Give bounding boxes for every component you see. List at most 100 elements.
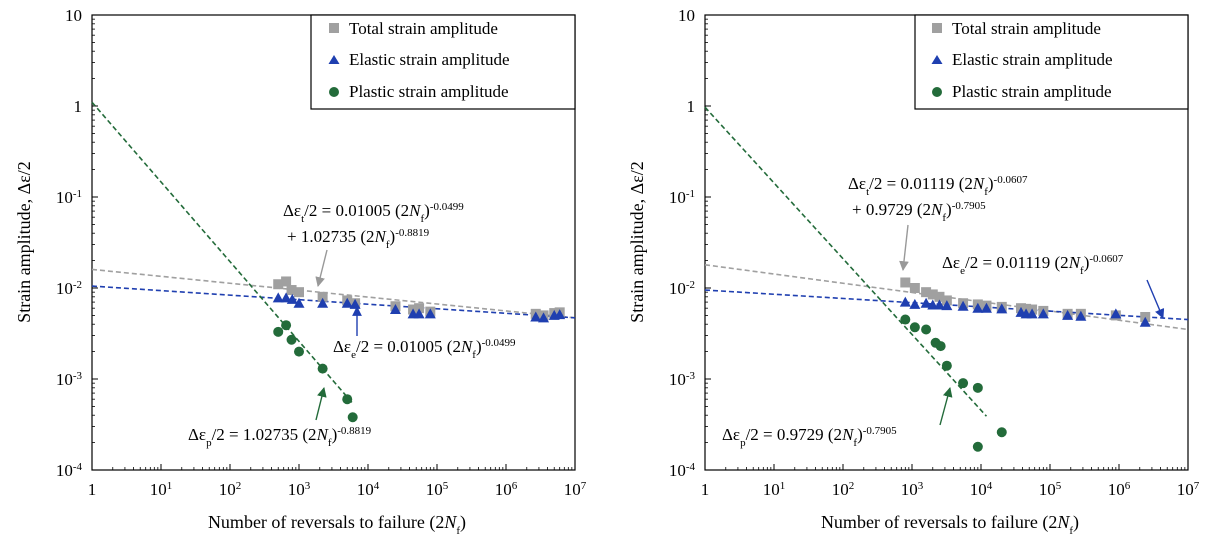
x-axis-ticks: 1 101 102 103 104 105 106 107 <box>701 464 1200 499</box>
plastic-equation-text: Δεp/2 = 0.9729 (2Nf)-0.7905 <box>722 425 897 449</box>
elastic-strain-point <box>341 297 353 308</box>
elastic-strain-point <box>909 298 921 309</box>
total-strain-point <box>294 287 304 298</box>
plastic-equation-arrow <box>315 387 327 421</box>
elastic-strain-point <box>941 300 953 311</box>
total-strain-point <box>317 291 328 302</box>
x-tick-label: 105 <box>1039 480 1062 499</box>
x-tick-label: 106 <box>495 480 518 499</box>
plastic-strain-point <box>972 441 983 452</box>
elastic-strain-point <box>272 292 284 303</box>
elastic-strain-point <box>957 300 969 311</box>
plastic-strain-point <box>921 324 932 335</box>
x-tick-label: 103 <box>288 480 311 499</box>
plastic-strain-point <box>958 378 969 389</box>
y-axis-ticks: 10-4 10-3 10-2 10-1 1 10 <box>56 6 98 480</box>
total-equation: Δεt/2 = 0.01119 (2Nf)-0.0607 + 0.9729 (2… <box>848 174 1028 271</box>
total-equation-line1: Δεt/2 = 0.01005 (2Nf)-0.0499 <box>283 201 464 225</box>
legend-marker-plastic <box>932 87 942 97</box>
total-strain-point <box>909 283 920 293</box>
x-axis-label: Number of reversals to failure (2Nf) <box>208 512 466 537</box>
y-tick-label: 1 <box>687 97 696 116</box>
legend-marker-total <box>932 23 942 33</box>
total-fit-line <box>91 268 576 319</box>
elastic-strain-point <box>530 311 542 322</box>
total-strain-point <box>900 277 911 288</box>
plastic-equation-arrow <box>939 387 953 426</box>
elastic-strain-point <box>293 297 305 308</box>
y-tick-label: 10 <box>678 6 695 25</box>
total-equation: Δεt/2 = 0.01005 (2Nf)-0.0499 + 1.02735 (… <box>283 201 464 287</box>
plastic-equation: Δεp/2 = 1.02735 (2Nf)-0.8819 <box>188 387 372 449</box>
total-equation-line1: Δεt/2 = 0.01119 (2Nf)-0.0607 <box>848 174 1028 198</box>
y-tick-label: 10 <box>65 6 82 25</box>
y-tick-label: 10-4 <box>56 461 83 480</box>
elastic-strain-point <box>920 297 932 308</box>
elastic-equation: Δεe/2 = 0.01005 (2Nf)-0.0499 <box>333 306 516 361</box>
elastic-strain-point <box>972 302 984 313</box>
x-tick-label: 1 <box>701 480 710 499</box>
total-equation-arrow <box>899 224 909 271</box>
elastic-strain-point <box>554 309 566 320</box>
y-axis-label: Strain amplitude, Δε/2 <box>14 161 34 323</box>
legend-label-plastic: Plastic strain amplitude <box>349 82 509 101</box>
y-tick-label: 10-3 <box>56 370 83 389</box>
x-tick-label: 1 <box>88 480 97 499</box>
elastic-fit-line <box>91 285 576 319</box>
x-tick-label: 104 <box>970 480 993 499</box>
x-tick-label: 102 <box>832 480 855 499</box>
total-strain-point <box>921 287 932 298</box>
x-axis-label: Number of reversals to failure (2Nf) <box>821 512 1079 537</box>
elastic-strain-point <box>996 303 1008 314</box>
elastic-strain-point <box>317 297 329 308</box>
total-equation-line2: + 1.02735 (2Nf)-0.8819 <box>287 227 430 251</box>
total-strain-point <box>281 276 292 287</box>
legend-box <box>310 14 576 110</box>
y-tick-label: 10-2 <box>669 279 695 298</box>
legend-box <box>914 14 1189 110</box>
elastic-strain-point <box>1062 309 1074 320</box>
x-tick-label: 102 <box>219 480 242 499</box>
plastic-strain-point <box>941 360 952 371</box>
y-tick-label: 1 <box>74 97 83 116</box>
x-tick-label: 106 <box>1108 480 1131 499</box>
plastic-strain-point <box>342 394 353 405</box>
elastic-strain-point <box>280 292 292 303</box>
plastic-strain-point <box>294 346 304 357</box>
y-tick-label: 10-3 <box>669 370 696 389</box>
y-tick-label: 10-1 <box>669 188 695 207</box>
elastic-strain-point <box>286 293 298 304</box>
elastic-strain-point <box>538 312 550 323</box>
x-tick-label: 104 <box>357 480 380 499</box>
y-axis-ticks: 10-4 10-3 10-2 10-1 1 10 <box>669 6 711 480</box>
total-strain-point <box>414 303 425 314</box>
right-chart-panel: 1 101 102 103 104 105 106 107 10-410-310-210-11… <box>627 6 1200 537</box>
fit-lines <box>91 101 576 404</box>
elastic-strain-point <box>424 308 436 319</box>
plastic-strain-point <box>900 314 911 325</box>
plastic-strain-point <box>935 341 946 352</box>
elastic-strain-point <box>1139 316 1151 327</box>
y-tick-label: 10-4 <box>669 461 696 480</box>
x-tick-label: 101 <box>763 480 786 499</box>
elastic-equation-arrow <box>1146 279 1165 319</box>
legend: Total strain amplitude Elastic strain am… <box>310 14 576 110</box>
plastic-strain-point <box>909 322 920 333</box>
x-tick-label: 101 <box>150 480 173 499</box>
plastic-fit-line <box>91 101 354 404</box>
x-tick-label: 103 <box>901 480 924 499</box>
elastic-strain-point <box>1075 310 1087 321</box>
plastic-fit-line <box>704 106 988 417</box>
x-tick-label: 107 <box>564 480 587 499</box>
total-equation-arrow <box>315 249 328 287</box>
plastic-strain-point <box>281 320 292 331</box>
x-axis-ticks: 1 101 102 103 104 105 106 107 <box>88 464 587 499</box>
elastic-strain-point <box>1026 308 1038 319</box>
plastic-strain-point <box>273 326 284 337</box>
total-strain-point <box>927 289 938 300</box>
elastic-strain-point <box>933 299 945 310</box>
data-points <box>899 277 1151 452</box>
legend-label-elastic: Elastic strain amplitude <box>349 50 510 69</box>
plastic-strain-point <box>286 334 297 345</box>
